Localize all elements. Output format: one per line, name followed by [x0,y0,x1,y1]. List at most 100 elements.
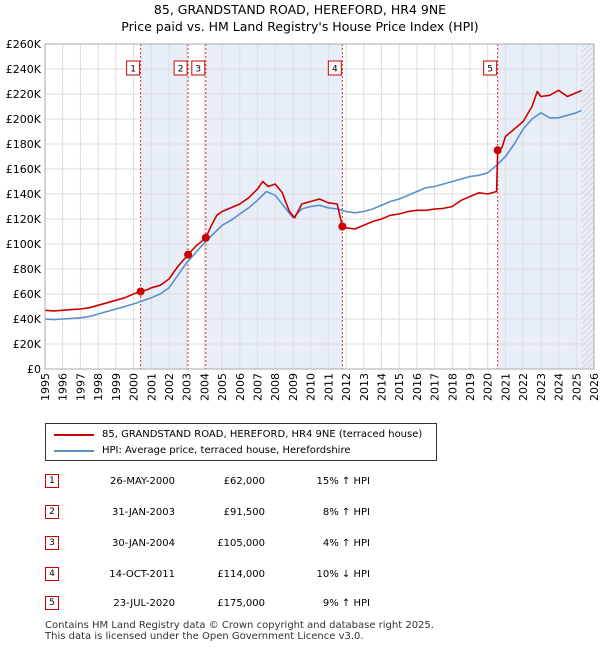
sale-row: 5 23-JUL-2020 £175,000 9% ↑ HPI [45,596,445,612]
x-tick-label: 2004 [198,373,211,401]
sale-row: 4 14-OCT-2011 £114,000 10% ↓ HPI [45,567,445,583]
sale-hpi-change: 9% ↑ HPI [322,598,370,609]
sale-date: 14-OCT-2011 [109,569,175,580]
sale-date: 26-MAY-2000 [109,476,175,487]
sale-row: 2 31-JAN-2003 £91,500 8% ↑ HPI [45,505,445,521]
sale-date: 30-JAN-2004 [111,538,175,549]
x-tick-label: 2001 [145,373,158,401]
sale-point [493,146,502,155]
x-tick-label: 2014 [375,373,388,401]
sale-number-badge: 3 [45,536,59,550]
sale-date: 31-JAN-2003 [111,507,175,518]
y-tick-label: £260K [6,38,42,51]
sale-label-box [327,60,342,76]
y-tick-label: £60K [13,288,42,301]
price-chart: 1 2 3 4 5 £0 £20K £40K £60K £80K £100K £120K £140K £… [6,38,600,401]
y-tick-label: £180K [6,138,42,151]
x-tick-label: 2007 [252,373,265,401]
x-tick-label: 2011 [322,373,335,401]
shaded-period [205,44,343,369]
y-tick-label: £40K [13,313,42,326]
sale-hpi-change: 4% ↑ HPI [322,538,370,549]
legend-swatch-hpi [54,450,94,452]
sale-label-box [191,60,206,76]
x-tick-label: 2013 [358,373,371,401]
sale-number-badge: 1 [45,474,59,488]
chart-title: 85, GRANDSTAND ROAD, HEREFORD, HR4 9NE [153,2,447,17]
sale-price: £114,000 [217,569,265,580]
x-tick-label: 2017 [429,373,442,401]
sale-date: 23-JUL-2020 [113,598,175,609]
x-tick-label: 2024 [553,373,566,401]
x-tick-label: 2008 [269,373,282,401]
sale-label-text: 1 [130,65,136,75]
x-tick-label: 2021 [499,373,512,401]
sale-label-text: 3 [195,65,201,75]
x-tick-label: 1996 [57,373,70,401]
y-tick-label: £220K [6,88,42,101]
sale-label-box [126,60,141,76]
sale-label-box [483,60,498,76]
y-tick-label: £200K [6,113,42,126]
plot-frame [44,43,595,370]
chart-subtitle: Price paid vs. HM Land Registry's House … [121,19,479,34]
sale-price: £105,000 [217,538,265,549]
x-tick-label: 1997 [74,373,87,401]
shaded-period [140,44,189,369]
x-tick-label: 1995 [39,373,52,401]
sale-number-badge: 5 [45,596,59,610]
x-tick-label: 2022 [517,373,530,401]
sale-hpi-change: 10% ↓ HPI [316,569,370,580]
x-tick-label: 2015 [393,373,406,401]
sale-label-box [173,60,188,76]
x-tick-label: 1999 [110,373,123,401]
sale-point [338,222,347,231]
forecast-hatch [581,44,594,369]
sale-label-text: 4 [332,65,338,75]
y-tick-label: £240K [6,63,42,76]
x-tick-label: 2009 [287,373,300,401]
sale-row: 1 26-MAY-2000 £62,000 15% ↑ HPI [45,474,445,490]
sale-price: £91,500 [223,507,265,518]
legend-item-hpi: HPI: Average price, terraced house, Here… [54,444,350,458]
x-tick-label: 2003 [181,373,194,401]
sale-hpi-change: 15% ↑ HPI [316,476,370,487]
footer-line-licence: This data is licensed under the Open Gov… [45,631,364,642]
x-tick-label: 2000 [128,373,141,401]
x-tick-label: 2019 [464,373,477,401]
sale-point [136,287,145,296]
sale-label-text: 2 [178,65,184,75]
legend-label-hpi: HPI: Average price, terraced house, Here… [102,445,351,456]
y-tick-label: £100K [6,238,42,251]
x-tick-label: 2002 [163,373,176,401]
x-tick-label: 2016 [411,373,424,401]
y-tick-label: £120K [6,213,42,226]
y-tick-label: £20K [13,338,42,351]
x-tick-label: 2023 [535,373,548,401]
legend-swatch-property [54,434,94,436]
sale-number-badge: 4 [45,567,59,581]
x-tick-label: 2018 [446,373,459,401]
y-tick-label: £160K [6,163,42,176]
sale-point [184,250,193,259]
sale-price: £62,000 [223,476,265,487]
x-tick-label: 2010 [305,373,318,401]
footer-attribution: Contains HM Land Registry data © Crown c… [45,620,434,642]
sale-hpi-change: 8% ↑ HPI [322,507,370,518]
shaded-period [497,44,594,369]
legend: 85, GRANDSTAND ROAD, HEREFORD, HR4 9NE (… [45,423,437,461]
y-tick-label: £0 [27,363,41,376]
sale-row: 3 30-JAN-2004 £105,000 4% ↑ HPI [45,536,445,552]
x-tick-label: 1998 [92,373,105,401]
sale-number-badge: 2 [45,505,59,519]
y-tick-label: £80K [13,263,42,276]
y-tick-label: £140K [6,188,42,201]
sale-price: £175,000 [217,598,265,609]
legend-item-property: 85, GRANDSTAND ROAD, HEREFORD, HR4 9NE (… [54,428,422,442]
x-tick-label: 2020 [482,373,495,401]
x-tick-label: 2012 [340,373,353,401]
hpi-line [44,109,582,321]
x-tick-label: 2005 [216,373,229,401]
x-tick-label: 2006 [234,373,247,401]
x-tick-label: 2025 [570,373,583,401]
